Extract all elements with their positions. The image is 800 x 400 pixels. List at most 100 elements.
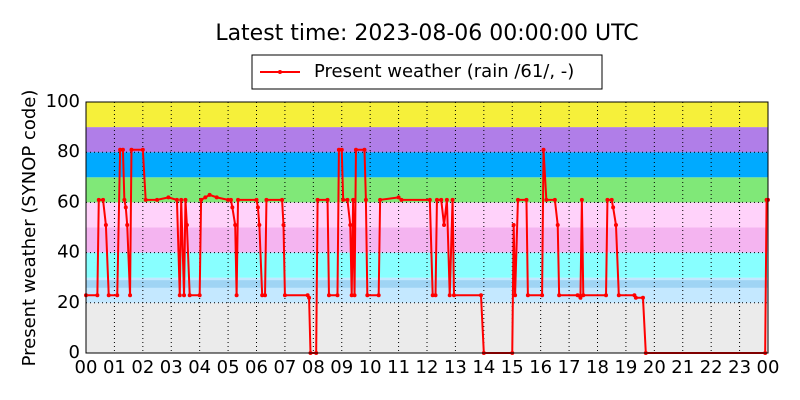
data-point (525, 293, 530, 298)
data-point (427, 197, 432, 202)
data-point (552, 197, 557, 202)
x-tick-label: 12 (416, 357, 439, 378)
x-tick-label: 14 (472, 357, 495, 378)
legend-box (251, 54, 603, 90)
background-band (86, 280, 768, 288)
data-point (396, 195, 401, 200)
data-point (118, 147, 123, 152)
data-point (182, 293, 187, 298)
x-tick-label: 04 (188, 357, 211, 378)
data-point (326, 293, 331, 298)
data-point (230, 205, 235, 210)
data-point (378, 197, 383, 202)
data-point (101, 197, 106, 202)
data-point (226, 197, 231, 202)
data-point (280, 197, 285, 202)
x-tick-label: 00 (75, 357, 98, 378)
x-tick-label: 09 (330, 357, 353, 378)
data-point (439, 197, 444, 202)
data-point (345, 197, 350, 202)
data-point (616, 293, 621, 298)
x-tick-label: 15 (501, 357, 524, 378)
data-line (86, 148, 768, 354)
y-tick-label: 100 (46, 91, 80, 112)
data-point (207, 192, 212, 197)
data-point (96, 197, 101, 202)
data-point (540, 293, 545, 298)
x-tick-label: 11 (387, 357, 410, 378)
data-point (260, 293, 265, 298)
x-tick-label: 19 (614, 357, 637, 378)
y-tick-label: 60 (57, 191, 80, 212)
data-point (325, 197, 330, 202)
data-point (451, 293, 456, 298)
data-point (515, 197, 520, 202)
data-point (155, 197, 160, 202)
x-tick-label: 05 (217, 357, 240, 378)
data-point (579, 197, 584, 202)
background-band (86, 152, 768, 178)
data-point (233, 222, 238, 227)
x-tick-label: 08 (302, 357, 325, 378)
data-point (128, 293, 133, 298)
data-point (349, 293, 354, 298)
data-point (363, 197, 368, 202)
data-point (541, 147, 546, 152)
x-tick-label: 21 (671, 357, 694, 378)
plot-frame (85, 101, 769, 354)
data-point (307, 295, 312, 300)
data-point (341, 197, 346, 202)
data-point (236, 197, 241, 202)
data-point (123, 205, 128, 210)
chart-title: Latest time: 2023-08-06 00:00:00 UTC (215, 21, 638, 46)
data-point (336, 147, 341, 152)
data-point (524, 197, 529, 202)
x-tick-label: 23 (728, 357, 751, 378)
x-tick-label: 16 (529, 357, 552, 378)
data-point (103, 222, 108, 227)
data-point (140, 147, 145, 152)
data-point (95, 293, 100, 298)
data-point (430, 293, 435, 298)
data-point (399, 197, 404, 202)
data-point (613, 222, 618, 227)
data-point (362, 147, 367, 152)
data-point (604, 293, 609, 298)
data-point (352, 293, 357, 298)
data-point (633, 295, 638, 300)
x-tick-label: 17 (558, 357, 581, 378)
data-point (199, 197, 204, 202)
legend-label: Present weather (rain /61/, -) (314, 61, 574, 82)
data-point (353, 147, 358, 152)
data-point (184, 222, 189, 227)
data-point (348, 222, 353, 227)
y-tick-label: 20 (57, 292, 80, 313)
data-point (434, 197, 439, 202)
data-point (376, 293, 381, 298)
data-point (442, 222, 447, 227)
data-point (187, 293, 192, 298)
data-point (120, 147, 125, 152)
data-point (281, 222, 286, 227)
data-point (365, 293, 370, 298)
data-point (183, 197, 188, 202)
data-point (544, 197, 549, 202)
x-tick-label: 03 (160, 357, 183, 378)
y-tick-label: 40 (57, 242, 80, 263)
data-point (339, 147, 344, 152)
x-tick-label: 06 (245, 357, 268, 378)
data-point (214, 195, 219, 200)
x-tick-label: 22 (700, 357, 723, 378)
x-tick-label: 20 (643, 357, 666, 378)
data-point (203, 195, 208, 200)
data-point (335, 293, 340, 298)
data-point (257, 222, 262, 227)
data-point (129, 147, 134, 152)
data-point (106, 293, 111, 298)
data-point (197, 293, 202, 298)
data-point (581, 293, 586, 298)
data-point (177, 293, 182, 298)
background-band (86, 302, 768, 353)
data-point (122, 197, 127, 202)
